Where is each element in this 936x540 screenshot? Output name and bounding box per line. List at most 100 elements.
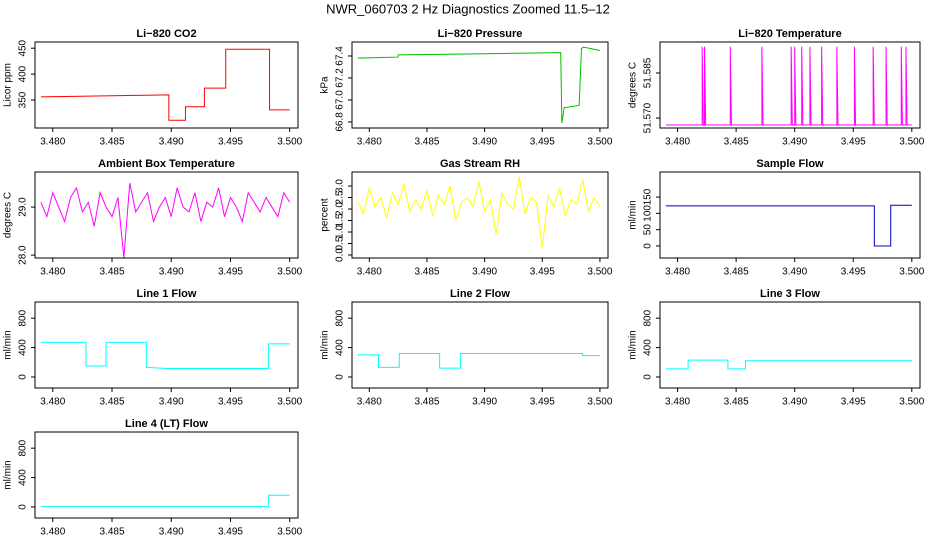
x-tick-label: 3.495 <box>218 137 243 148</box>
y-tick-label: 50 <box>643 224 654 236</box>
x-tick-label: 3.490 <box>159 527 184 538</box>
y-axis-label: ml/min <box>3 460 14 489</box>
x-tick-label: 3.500 <box>587 397 612 408</box>
x-tick-label: 3.490 <box>782 397 807 408</box>
x-tick-label: 3.495 <box>530 137 555 148</box>
data-line <box>40 48 290 121</box>
x-tick-label: 3.480 <box>357 397 382 408</box>
y-tick-label: 28.0 <box>18 245 29 265</box>
plot-frame <box>659 41 921 129</box>
y-tick-label: 67.2 <box>335 68 346 88</box>
data-line <box>40 341 290 370</box>
data-line <box>357 46 601 124</box>
plot-frame <box>659 301 921 389</box>
data-line <box>665 46 912 126</box>
x-tick-label: 3.485 <box>724 137 749 148</box>
x-tick-label: 3.485 <box>99 267 124 278</box>
y-axis-label: degrees C <box>628 62 639 108</box>
x-tick-label: 3.490 <box>159 137 184 148</box>
y-tick-label: 100 <box>643 205 654 222</box>
y-axis-label: ml/min <box>320 330 331 359</box>
plot-frame <box>34 41 299 129</box>
figure-title: NWR_060703 2 Hz Diagnostics Zoomed 11.5–… <box>326 1 610 16</box>
y-tick-label: 3.0 <box>335 179 346 193</box>
y-axis-label: ml/min <box>628 200 639 229</box>
x-tick-label: 3.500 <box>587 267 612 278</box>
panel-title: Sample Flow <box>756 158 824 170</box>
y-tick-label: 0.5 <box>335 236 346 250</box>
data-line <box>665 204 912 247</box>
y-tick-label: 350 <box>18 91 29 108</box>
x-tick-label: 3.490 <box>159 397 184 408</box>
data-line <box>40 182 291 258</box>
y-tick-label: 66.8 <box>335 112 346 132</box>
x-tick-label: 3.490 <box>782 137 807 148</box>
x-tick-label: 3.485 <box>99 137 124 148</box>
x-tick-label: 3.500 <box>899 267 924 278</box>
x-tick-label: 3.485 <box>99 397 124 408</box>
y-tick-label: 400 <box>18 469 29 486</box>
x-tick-label: 3.490 <box>472 267 497 278</box>
plot-frame <box>351 41 609 129</box>
x-tick-label: 3.480 <box>40 137 65 148</box>
x-tick-label: 3.485 <box>724 397 749 408</box>
plot-frame <box>351 301 609 389</box>
y-tick-label: 800 <box>335 309 346 326</box>
y-axis-label: percent <box>320 198 331 232</box>
x-tick-label: 3.500 <box>899 397 924 408</box>
y-axis-label: ml/min <box>3 330 14 359</box>
panel-title: Gas Stream RH <box>440 158 520 170</box>
x-tick-label: 3.480 <box>665 267 690 278</box>
y-tick-label: 1.0 <box>335 225 346 239</box>
x-tick-label: 3.480 <box>357 267 382 278</box>
y-tick-label: 150 <box>643 188 654 205</box>
x-tick-label: 3.500 <box>277 397 302 408</box>
panel-title: Ambient Box Temperature <box>98 158 235 170</box>
y-axis-label: kPa <box>320 76 331 94</box>
panel-title: Line 1 Flow <box>137 288 197 300</box>
y-tick-label: 67.0 <box>335 90 346 110</box>
y-tick-label: 800 <box>643 309 654 326</box>
y-tick-label: 800 <box>18 439 29 456</box>
y-tick-label: 0.0 <box>335 248 346 262</box>
plot-frame <box>351 171 609 259</box>
x-tick-label: 3.485 <box>99 527 124 538</box>
y-tick-label: 400 <box>18 65 29 82</box>
y-tick-label: 0 <box>18 504 29 510</box>
x-tick-label: 3.495 <box>841 137 866 148</box>
panel-title: Line 2 Flow <box>450 288 510 300</box>
panel-title: Line 4 (LT) Flow <box>125 418 208 430</box>
y-tick-label: 51.585 <box>643 57 654 88</box>
data-line <box>665 359 912 370</box>
x-tick-label: 3.485 <box>414 397 439 408</box>
y-tick-label: 51.570 <box>643 102 654 133</box>
y-tick-label: 0 <box>18 374 29 380</box>
x-tick-label: 3.495 <box>218 527 243 538</box>
y-tick-label: 29.0 <box>18 197 29 217</box>
x-tick-label: 3.490 <box>782 267 807 278</box>
plot-frame <box>34 431 299 519</box>
y-axis-label: Licor ppm <box>3 63 14 107</box>
y-axis-label: degrees C <box>3 192 14 238</box>
y-tick-label: 450 <box>18 39 29 56</box>
y-tick-label: 400 <box>643 339 654 356</box>
x-tick-label: 3.500 <box>277 267 302 278</box>
x-tick-label: 3.480 <box>665 137 690 148</box>
x-tick-label: 3.500 <box>277 137 302 148</box>
data-line <box>357 352 600 369</box>
x-tick-label: 3.495 <box>841 397 866 408</box>
plot-frame <box>659 171 921 259</box>
x-tick-label: 3.480 <box>40 267 65 278</box>
x-tick-label: 3.485 <box>414 137 439 148</box>
panel-title: Line 3 Flow <box>760 288 820 300</box>
y-tick-label: 2.0 <box>335 202 346 216</box>
y-tick-label: 0 <box>643 243 654 249</box>
panel-title: Li−820 Pressure <box>438 28 523 40</box>
x-tick-label: 3.500 <box>587 137 612 148</box>
x-tick-label: 3.495 <box>841 267 866 278</box>
y-tick-label: 0 <box>643 374 654 380</box>
x-tick-label: 3.495 <box>530 267 555 278</box>
x-tick-label: 3.500 <box>899 137 924 148</box>
x-tick-label: 3.490 <box>472 397 497 408</box>
